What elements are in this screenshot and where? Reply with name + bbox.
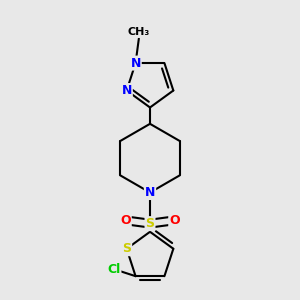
Text: O: O — [120, 214, 131, 227]
Text: N: N — [130, 57, 141, 70]
Text: O: O — [169, 214, 180, 227]
Text: S: S — [122, 242, 131, 255]
Text: N: N — [145, 186, 155, 199]
Text: CH₃: CH₃ — [128, 27, 150, 37]
Text: S: S — [146, 217, 154, 230]
Text: N: N — [122, 84, 132, 97]
Text: Cl: Cl — [107, 262, 120, 276]
